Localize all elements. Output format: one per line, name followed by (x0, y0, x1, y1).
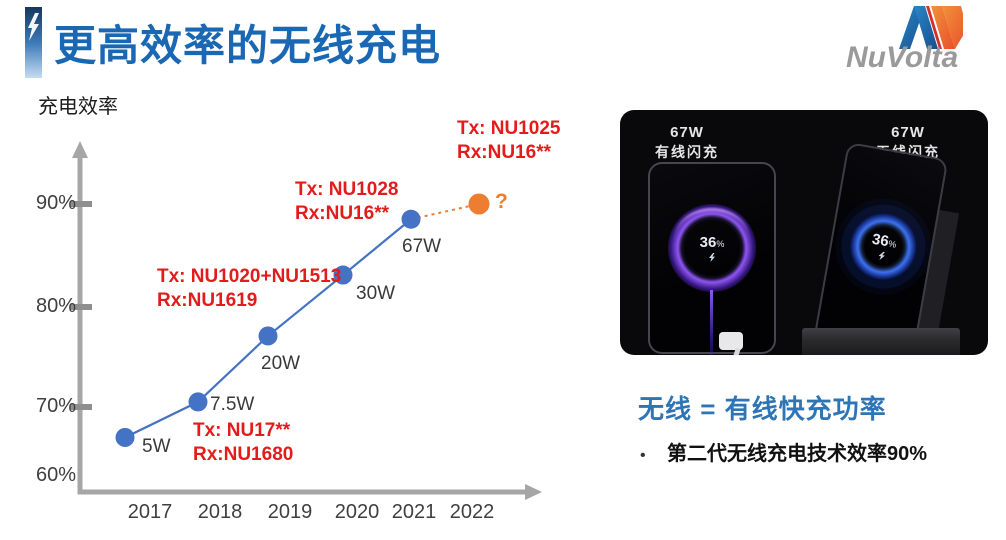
charging-light-trail (710, 290, 713, 355)
charging-bolt-icon (878, 251, 885, 261)
chip-annotation: Tx: NU1020+NU1513 Rx:NU1619 (157, 265, 341, 313)
y-axis-title: 充电效率 (38, 96, 118, 118)
projection-dashed-line (410, 203, 480, 221)
point-power-label: 20W (261, 353, 301, 374)
data-point (258, 326, 278, 346)
chip-annotation-line: Rx:NU16** (295, 203, 389, 224)
caption-heading: 无线 = 有线快充功率 (638, 394, 887, 424)
y-axis-ticks (70, 201, 92, 410)
chip-annotation-line: Tx: NU17** (193, 420, 291, 441)
chip-annotation-line: Rx:NU1619 (157, 290, 258, 311)
y-tick-label: 60% (35, 464, 76, 486)
battery-indicator-right: 36% (845, 208, 921, 284)
point-power-label: 67W (402, 236, 442, 257)
chip-annotation: Tx: NU1028 Rx:NU16** (295, 178, 399, 226)
chip-annotation-line: Tx: NU1028 (295, 179, 399, 200)
projected-data-point (468, 193, 490, 215)
data-point (333, 265, 353, 285)
chip-annotation-line: Tx: NU1020+NU1513 (157, 266, 342, 287)
wired-charging-label: 67W 有线闪充 (655, 124, 719, 160)
charging-ring-highlight (674, 208, 750, 241)
point-power-label: 30W (356, 283, 396, 304)
y-tick-label: 90% (35, 192, 76, 214)
nuvolta-logo-text: NuVolta (846, 41, 959, 74)
charging-stand-base (802, 328, 960, 355)
x-tick-label: 2019 (267, 501, 313, 523)
wireless-phone: 36% (813, 141, 949, 355)
lightning-icon (25, 7, 42, 78)
page-title: 更高效率的无线充电 (54, 22, 442, 69)
y-tick-label: 80% (35, 295, 76, 317)
x-tick-label: 2018 (197, 501, 243, 523)
wired-phone: 36% (648, 162, 776, 355)
data-point (115, 427, 135, 447)
battery-indicator-left: 36% (668, 204, 756, 292)
data-point (188, 392, 208, 412)
point-power-label: 5W (142, 436, 171, 457)
usb-cable-plug (719, 332, 743, 350)
x-tick-label: 2022 (449, 501, 495, 523)
x-tick-label: 2017 (127, 501, 173, 523)
chip-annotation-line: Tx: NU1025 (457, 118, 561, 139)
x-tick-label: 2020 (334, 501, 380, 523)
point-power-label: ? (495, 190, 508, 213)
series-layer (115, 193, 490, 447)
charging-bolt-icon (709, 253, 715, 262)
bullet-marker: • (640, 447, 646, 464)
caption-bullet-text: 第二代无线充电技术效率90% (667, 443, 928, 465)
lightning-bolt-glyph (28, 13, 39, 41)
y-axis (72, 141, 88, 494)
chip-annotation: Tx: NU1025 Rx:NU16** (457, 117, 561, 165)
x-axis (78, 484, 542, 500)
chip-annotation: Tx: NU17** Rx:NU1680 (193, 419, 293, 467)
chip-annotation-line: Rx:NU1680 (193, 444, 294, 465)
point-power-label: 7.5W (210, 394, 255, 415)
charging-demo-image: 67W 有线闪充 67W 无线闪充 36% 36% (620, 110, 988, 355)
chip-annotation-line: Rx:NU16** (457, 142, 551, 163)
data-point (401, 209, 421, 229)
caption-bullet: • 第二代无线充电技术效率90% (640, 437, 927, 466)
y-tick-label: 70% (35, 395, 76, 417)
x-tick-label: 2021 (391, 501, 437, 523)
nuvolta-logo-icon (899, 6, 963, 49)
